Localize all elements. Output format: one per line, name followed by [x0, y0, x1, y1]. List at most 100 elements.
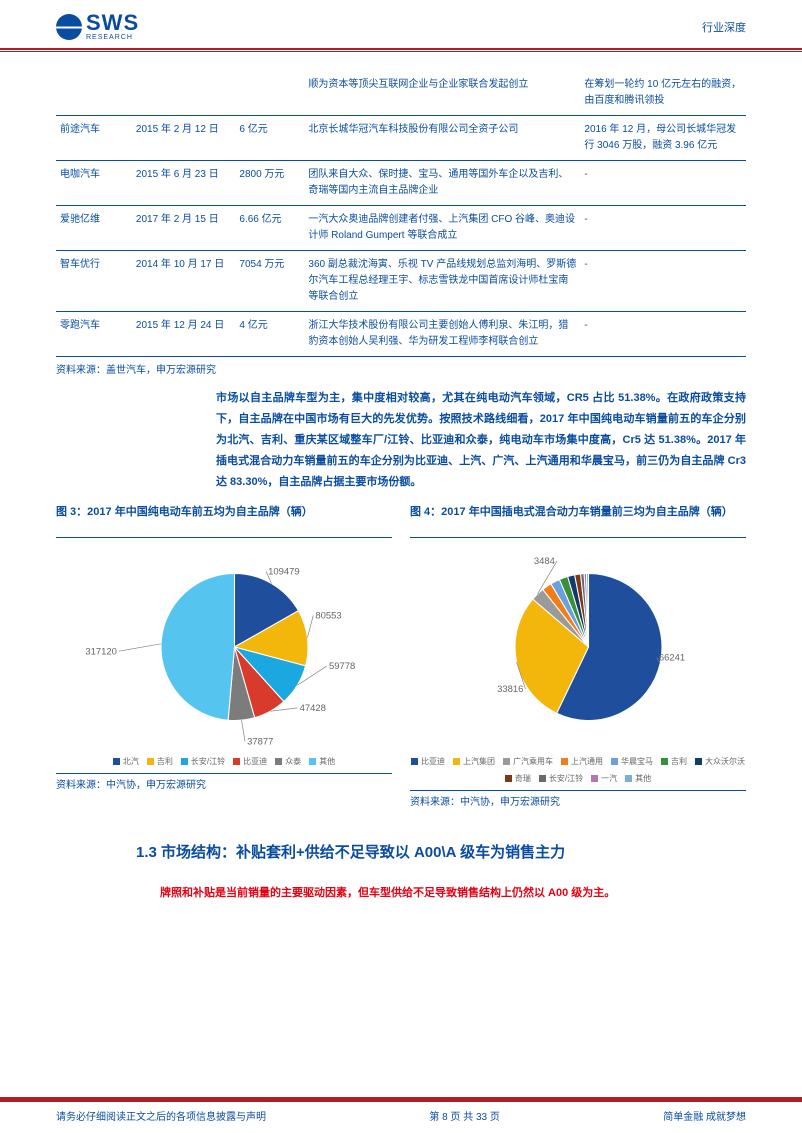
- logo-text-main: SWS: [86, 12, 139, 34]
- table-cell: 爱驰亿维: [56, 206, 132, 251]
- figure-3-legend: 北汽 吉利 长安/江铃 比亚迪 众泰 其他: [56, 756, 392, 767]
- table-source: 资料来源：盖世汽车，申万宏源研究: [56, 361, 746, 376]
- legend-label: 一汽: [601, 773, 617, 784]
- figure-4-legend: 比亚迪上汽集团广汽乘用车上汽通用华晨宝马吉利大众沃尔沃奇瑞长安/江铃一汽其他: [410, 756, 746, 784]
- legend-swatch: [275, 758, 282, 765]
- page-footer: 请务必仔细阅读正文之后的各项信息披露与声明 第 8 页 共 33 页 简单金融 …: [0, 1097, 802, 1133]
- legend-label: 北汽: [123, 756, 139, 767]
- figure-4-source: 资料来源：中汽协，申万宏源研究: [410, 790, 746, 808]
- pie-data-label: 37877: [247, 737, 273, 748]
- table-row: 顺为资本等顶尖互联网企业与企业家联合发起创立在筹划一轮约 10 亿元左右的融资，…: [56, 71, 746, 116]
- legend-swatch: [233, 758, 240, 765]
- pie-data-label: 3484: [534, 557, 555, 568]
- table-cell: -: [580, 206, 746, 251]
- figure-3-chart: 10947980553597784742837877317120: [56, 542, 392, 752]
- company-table: 顺为资本等顶尖互联网企业与企业家联合发起创立在筹划一轮约 10 亿元左右的融资，…: [56, 71, 746, 357]
- legend-swatch: [695, 758, 702, 765]
- table-cell: 2800 万元: [235, 161, 304, 206]
- legend-swatch: [539, 775, 546, 782]
- legend-item: 比亚迪: [233, 756, 267, 767]
- legend-label: 上汽通用: [571, 756, 603, 767]
- legend-swatch: [611, 758, 618, 765]
- figure-4-title: 图 4：2017 年中国插电式混合动力车销量前三均为自主品牌（辆）: [410, 504, 746, 538]
- figures-row: 图 3：2017 年中国纯电动车前五均为自主品牌（辆） 109479805535…: [56, 504, 746, 808]
- legend-item: 其他: [625, 773, 651, 784]
- table-row: 前途汽车2015 年 2 月 12 日6 亿元北京长城华冠汽车科技股份有限公司全…: [56, 116, 746, 161]
- legend-item: 上汽通用: [561, 756, 603, 767]
- pie-data-label: 47428: [300, 704, 326, 715]
- legend-label: 广汽乘用车: [513, 756, 553, 767]
- footer-right: 简单金融 成就梦想: [663, 1108, 746, 1123]
- legend-label: 长安/江铃: [191, 756, 225, 767]
- legend-swatch: [309, 758, 316, 765]
- table-cell: 一汽大众奥迪品牌创建者付强、上汽集团 CFO 谷峰、奥迪设计师 Roland G…: [304, 206, 580, 251]
- table-row: 零跑汽车2015 年 12 月 24 日4 亿元浙江大华技术股份有限公司主要创始…: [56, 312, 746, 357]
- table-cell: 6 亿元: [235, 116, 304, 161]
- table-row: 电咖汽车2015 年 6 月 23 日2800 万元团队来自大众、保时捷、宝马、…: [56, 161, 746, 206]
- table-row: 爱驰亿维2017 年 2 月 15 日6.66 亿元一汽大众奥迪品牌创建者付强、…: [56, 206, 746, 251]
- table-cell: 4 亿元: [235, 312, 304, 357]
- legend-label: 上汽集团: [463, 756, 495, 767]
- legend-swatch: [453, 758, 460, 765]
- pie-slice: [161, 574, 234, 721]
- legend-item: 北汽: [113, 756, 139, 767]
- legend-swatch: [147, 758, 154, 765]
- legend-item: 吉利: [147, 756, 173, 767]
- table-cell: 在筹划一轮约 10 亿元左右的融资，由百度和腾讯领投: [580, 71, 746, 116]
- header-category: 行业深度: [702, 19, 746, 35]
- section-1-3-heading: 1.3 市场结构：补贴套利+供给不足导致以 A00\A 级车为销售主力: [136, 836, 746, 869]
- table-cell: 2017 年 2 月 15 日: [132, 206, 236, 251]
- table-cell: -: [580, 161, 746, 206]
- legend-label: 比亚迪: [421, 756, 445, 767]
- header-divider: [0, 47, 802, 53]
- logo: SWS RESEARCH: [56, 12, 139, 41]
- legend-item: 广汽乘用车: [503, 756, 553, 767]
- figure-4: 图 4：2017 年中国插电式混合动力车销量前三均为自主品牌（辆） 662413…: [410, 504, 746, 808]
- legend-swatch: [505, 775, 512, 782]
- legend-item: 长安/江铃: [181, 756, 225, 767]
- legend-label: 长安/江铃: [549, 773, 583, 784]
- table-cell: 浙江大华技术股份有限公司主要创始人傅利泉、朱江明，猎豹资本创始人吴利强、华为研发…: [304, 312, 580, 357]
- legend-swatch: [113, 758, 120, 765]
- legend-item: 众泰: [275, 756, 301, 767]
- table-cell: [56, 71, 132, 116]
- legend-swatch: [411, 758, 418, 765]
- figure-4-chart: 66241338163484: [410, 542, 746, 752]
- highlight-paragraph: 牌照和补贴是当前销量的主要驱动因素，但车型供给不足导致销售结构上仍然以 A00 …: [160, 883, 746, 904]
- table-row: 智车优行2014 年 10 月 17 日7054 万元360 副总裁沈海寅、乐视…: [56, 251, 746, 312]
- legend-item: 长安/江铃: [539, 773, 583, 784]
- legend-label: 众泰: [285, 756, 301, 767]
- legend-swatch: [625, 775, 632, 782]
- legend-item: 吉利: [661, 756, 687, 767]
- table-cell: 2015 年 12 月 24 日: [132, 312, 236, 357]
- table-cell: 北京长城华冠汽车科技股份有限公司全资子公司: [304, 116, 580, 161]
- legend-label: 华晨宝马: [621, 756, 653, 767]
- table-cell: 团队来自大众、保时捷、宝马、通用等国外车企以及吉利、奇瑞等国内主流自主品牌企业: [304, 161, 580, 206]
- footer-center: 第 8 页 共 33 页: [429, 1108, 500, 1123]
- legend-label: 比亚迪: [243, 756, 267, 767]
- legend-item: 比亚迪: [411, 756, 445, 767]
- figure-3: 图 3：2017 年中国纯电动车前五均为自主品牌（辆） 109479805535…: [56, 504, 392, 808]
- legend-swatch: [181, 758, 188, 765]
- legend-label: 大众沃尔沃: [705, 756, 745, 767]
- legend-swatch: [591, 775, 598, 782]
- table-cell: 7054 万元: [235, 251, 304, 312]
- table-cell: 零跑汽车: [56, 312, 132, 357]
- figure-3-title: 图 3：2017 年中国纯电动车前五均为自主品牌（辆）: [56, 504, 392, 538]
- legend-label: 吉利: [157, 756, 173, 767]
- logo-text-sub: RESEARCH: [86, 34, 139, 41]
- table-cell: [132, 71, 236, 116]
- legend-item: 一汽: [591, 773, 617, 784]
- body-paragraph: 市场以自主品牌车型为主，集中度相对较高，尤其在纯电动汽车领域，CR5 占比 51…: [216, 388, 746, 492]
- legend-swatch: [561, 758, 568, 765]
- table-cell: 2016 年 12 月，母公司长城华冠发行 3046 万股，融资 3.96 亿元: [580, 116, 746, 161]
- pie-data-label: 59778: [329, 662, 355, 673]
- table-cell: 顺为资本等顶尖互联网企业与企业家联合发起创立: [304, 71, 580, 116]
- table-cell: 2015 年 2 月 12 日: [132, 116, 236, 161]
- pie-data-label: 317120: [85, 647, 117, 658]
- table-cell: [235, 71, 304, 116]
- legend-label: 其他: [319, 756, 335, 767]
- table-cell: 2014 年 10 月 17 日: [132, 251, 236, 312]
- legend-item: 上汽集团: [453, 756, 495, 767]
- legend-item: 其他: [309, 756, 335, 767]
